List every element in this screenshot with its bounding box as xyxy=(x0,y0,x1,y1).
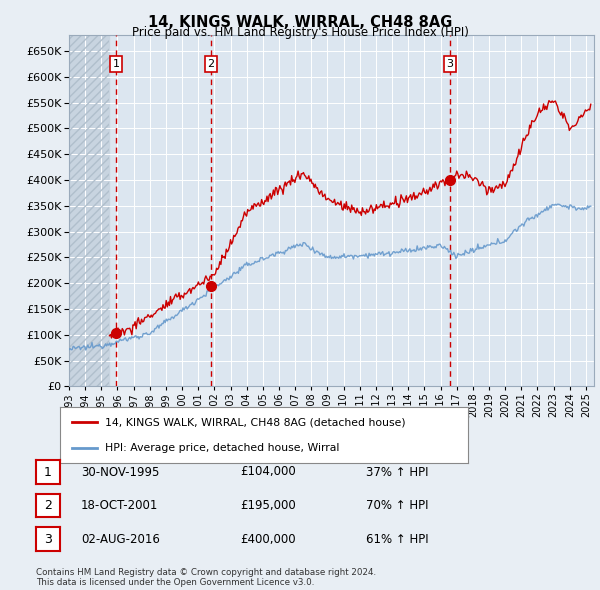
Text: 14, KINGS WALK, WIRRAL, CH48 8AG (detached house): 14, KINGS WALK, WIRRAL, CH48 8AG (detach… xyxy=(105,417,406,427)
Text: 14, KINGS WALK, WIRRAL, CH48 8AG: 14, KINGS WALK, WIRRAL, CH48 8AG xyxy=(148,15,452,30)
Text: 2: 2 xyxy=(208,59,215,69)
Text: 70% ↑ HPI: 70% ↑ HPI xyxy=(366,499,428,512)
Bar xyxy=(69,35,109,386)
Text: 3: 3 xyxy=(446,59,454,69)
Text: Price paid vs. HM Land Registry's House Price Index (HPI): Price paid vs. HM Land Registry's House … xyxy=(131,26,469,39)
Text: 61% ↑ HPI: 61% ↑ HPI xyxy=(366,533,428,546)
Text: 1: 1 xyxy=(44,466,52,478)
Text: 18-OCT-2001: 18-OCT-2001 xyxy=(81,499,158,512)
Text: £400,000: £400,000 xyxy=(240,533,296,546)
Text: 02-AUG-2016: 02-AUG-2016 xyxy=(81,533,160,546)
Text: 1: 1 xyxy=(113,59,119,69)
Text: HPI: Average price, detached house, Wirral: HPI: Average price, detached house, Wirr… xyxy=(105,443,339,453)
Text: 30-NOV-1995: 30-NOV-1995 xyxy=(81,466,160,478)
Text: 3: 3 xyxy=(44,533,52,546)
Text: £195,000: £195,000 xyxy=(240,499,296,512)
Text: £104,000: £104,000 xyxy=(240,466,296,478)
Text: Contains HM Land Registry data © Crown copyright and database right 2024.
This d: Contains HM Land Registry data © Crown c… xyxy=(36,568,376,587)
Text: 37% ↑ HPI: 37% ↑ HPI xyxy=(366,466,428,478)
Bar xyxy=(69,35,109,386)
Text: 2: 2 xyxy=(44,499,52,512)
